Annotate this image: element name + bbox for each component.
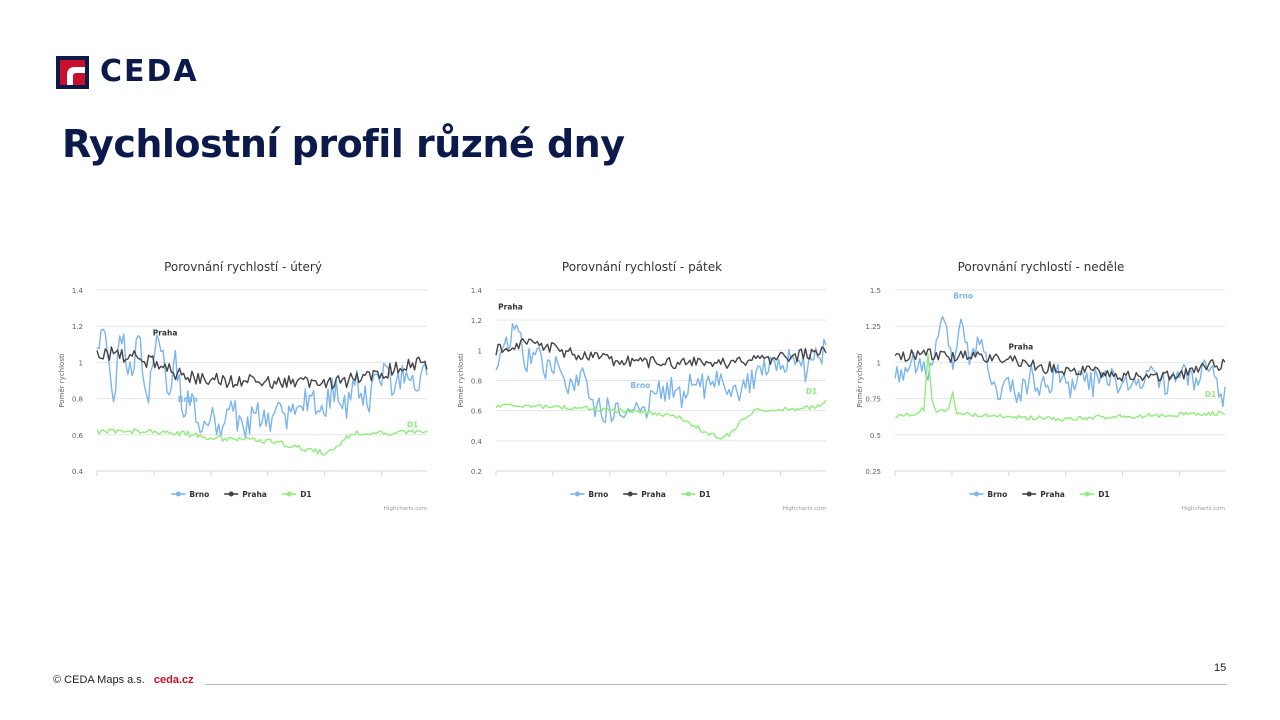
series-line-brno (495, 322, 827, 424)
page-number: 15 (1214, 662, 1227, 674)
chart-title: Porovnání rychlostí - pátek (562, 260, 722, 274)
legend-label: Brno (588, 490, 608, 499)
legend-label: Praha (242, 490, 267, 499)
chart-svg: Porovnání rychlostí - neděle 0.25 0.5 0.75 1… (856, 260, 1226, 512)
legend-label: D1 (300, 490, 311, 499)
y-tick-label: 1.4 (72, 287, 84, 295)
y-tick-label: 1 (478, 347, 482, 355)
series-line-d1 (495, 399, 827, 440)
y-tick-label: 0.4 (471, 438, 483, 446)
copyright-text: © CEDA Maps a.s. (53, 674, 145, 686)
series-line-brno (894, 315, 1226, 408)
y-tick-label: 0.75 (865, 396, 881, 404)
legend-item-d1[interactable]: D1 (282, 490, 312, 499)
y-tick-label: 0.8 (72, 396, 83, 404)
series-label: Brno (178, 395, 198, 404)
y-tick-label: 0.2 (471, 468, 482, 476)
y-tick-label: 0.25 (865, 468, 881, 476)
series-label: Praha (153, 328, 178, 337)
legend-item-praha[interactable]: Praha (1022, 490, 1065, 499)
legend-label: D1 (699, 490, 710, 499)
legend-item-brno[interactable]: Brno (570, 490, 608, 499)
series-label: Brno (630, 381, 650, 390)
chart-credit[interactable]: Highcharts.com (783, 506, 826, 512)
logo: CEDA (56, 55, 199, 89)
y-tick-label: 1.2 (471, 317, 482, 325)
y-tick-label: 1.2 (72, 323, 83, 331)
series-label: Praha (1008, 342, 1033, 351)
chart-svg: Porovnání rychlostí - úterý 0.4 0.6 0.8 1 1.2… (58, 260, 428, 512)
legend-label: Brno (189, 490, 209, 499)
chart-credit[interactable]: Highcharts.com (1182, 506, 1225, 512)
legend-label: Praha (1040, 490, 1065, 499)
y-axis-label: Poměr rychlostí (856, 352, 864, 407)
chart-utery: Porovnání rychlostí - úterý 0.4 0.6 0.8 1 1.2… (55, 250, 435, 518)
legend-item-d1[interactable]: D1 (1080, 490, 1110, 499)
legend-label: Praha (641, 490, 666, 499)
chart-nedele: Porovnání rychlostí - neděle 0.25 0.5 0.75 1… (853, 250, 1233, 518)
legend-item-praha[interactable]: Praha (224, 490, 267, 499)
y-tick-label: 0.6 (471, 408, 483, 416)
chart-title: Porovnání rychlostí - úterý (164, 260, 322, 274)
legend-item-brno[interactable]: Brno (171, 490, 209, 499)
y-axis-label: Poměr rychlostí (457, 352, 465, 407)
series-label: D1 (806, 387, 817, 396)
series-line-praha (894, 348, 1226, 382)
series-line-d1 (96, 428, 428, 456)
y-tick-label: 0.6 (72, 432, 84, 440)
footer-link[interactable]: ceda.cz (153, 674, 194, 686)
chart-credit[interactable]: Highcharts.com (384, 506, 427, 512)
y-tick-label: 0.4 (72, 468, 84, 476)
legend-label: Brno (987, 490, 1007, 499)
ceda-logo-icon (56, 55, 89, 89)
page-title: Rychlostní profil různé dny (62, 122, 625, 166)
series-line-praha (495, 338, 827, 369)
legend-label: D1 (1098, 490, 1109, 499)
logo-text: CEDA (100, 54, 199, 89)
series-label: D1 (407, 421, 418, 430)
y-tick-label: 0.8 (471, 378, 482, 386)
series-line-praha (96, 346, 428, 390)
y-tick-label: 1 (79, 359, 83, 367)
series-label: Praha (498, 303, 523, 312)
footer-divider (205, 684, 1227, 685)
y-tick-label: 1.25 (865, 323, 881, 331)
legend-item-d1[interactable]: D1 (681, 490, 711, 499)
legend-item-brno[interactable]: Brno (969, 490, 1007, 499)
chart-svg: Porovnání rychlostí - pátek 0.2 0.4 0.6 0.8 1… (457, 260, 827, 512)
series-line-d1 (894, 353, 1226, 422)
chart-title: Porovnání rychlostí - neděle (958, 260, 1125, 274)
y-tick-label: 1.5 (870, 287, 881, 295)
y-axis-label: Poměr rychlostí (58, 352, 66, 407)
series-label: D1 (1205, 390, 1216, 399)
legend-item-praha[interactable]: Praha (623, 490, 666, 499)
series-label: Brno (953, 292, 973, 301)
chart-patek: Porovnání rychlostí - pátek 0.2 0.4 0.6 0.8 1… (454, 250, 834, 518)
footer-copyright: © CEDA Maps a.s. ceda.cz (53, 674, 194, 686)
y-tick-label: 0.5 (870, 432, 881, 440)
series-line-brno (96, 328, 428, 439)
y-tick-label: 1.4 (471, 287, 483, 295)
y-tick-label: 1 (877, 359, 881, 367)
